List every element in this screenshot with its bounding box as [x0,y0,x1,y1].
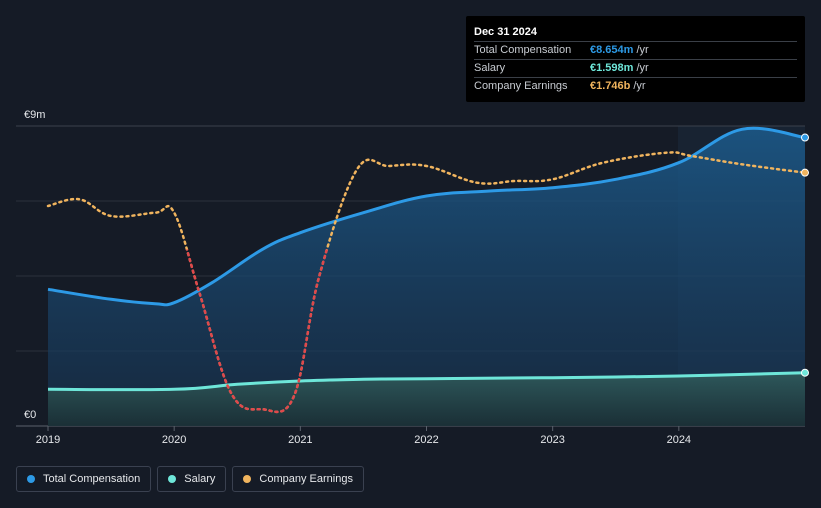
y-tick-label: €9m [24,109,45,121]
x-tick-label: 2022 [414,434,438,446]
tooltip-unit: /yr [633,80,646,92]
salary-line [47,371,806,392]
x-tick-label: 2019 [36,434,60,446]
tooltip-label: Salary [474,62,506,74]
tooltip-value: €8.654m [590,44,634,56]
x-tick-label: 2021 [288,434,312,446]
legend-item-total-compensation[interactable]: Total Compensation [16,466,152,492]
tooltip-value: €1.598m [590,62,634,74]
series-end-point [801,168,809,177]
legend: Total Compensation Salary Company Earnin… [16,466,364,492]
legend-label: Salary [184,473,216,485]
series-end-point [801,368,809,377]
x-axis: 2019 2020 2021 2022 2023 2024 [36,426,691,446]
tooltip-value: €1.746b [590,80,631,92]
legend-label: Company Earnings [259,473,353,485]
legend-dot-icon [243,475,252,483]
legend-dot-icon [27,475,35,483]
salary-area [48,372,805,426]
tooltip-date: Dec 31 2024 [474,26,537,38]
tooltip-row-total-compensation: Total Compensation €8.654m /yr [474,41,797,59]
x-tick-label: 2024 [667,434,691,446]
tooltip-row-salary: Salary €1.598m /yr [474,59,797,77]
legend-item-salary[interactable]: Salary [157,466,227,492]
tooltip-label: Total Compensation [474,44,572,56]
y-axis: €9m €0 [24,109,45,421]
series-end-point [801,133,809,142]
series-areas [48,128,805,427]
legend-dot-icon [168,475,177,483]
tooltip-row-company-earnings: Company Earnings €1.746b /yr [474,77,797,95]
tooltip-unit: /yr [636,44,649,56]
total-compensation-area [48,128,805,427]
series-lines [46,126,809,414]
tooltip-unit: /yr [636,62,649,74]
x-tick-label: 2023 [540,434,564,446]
total-compensation-line [47,126,806,307]
y-tick-label: €0 [24,409,36,421]
x-tick-label: 2020 [162,434,186,446]
tooltip: Dec 31 2024 Total Compensation €8.654m /… [466,16,805,102]
company-earnings-line [46,151,807,414]
legend-item-company-earnings[interactable]: Company Earnings [232,466,364,492]
tooltip-label: Company Earnings [474,80,568,92]
legend-label: Total Compensation [43,473,141,485]
